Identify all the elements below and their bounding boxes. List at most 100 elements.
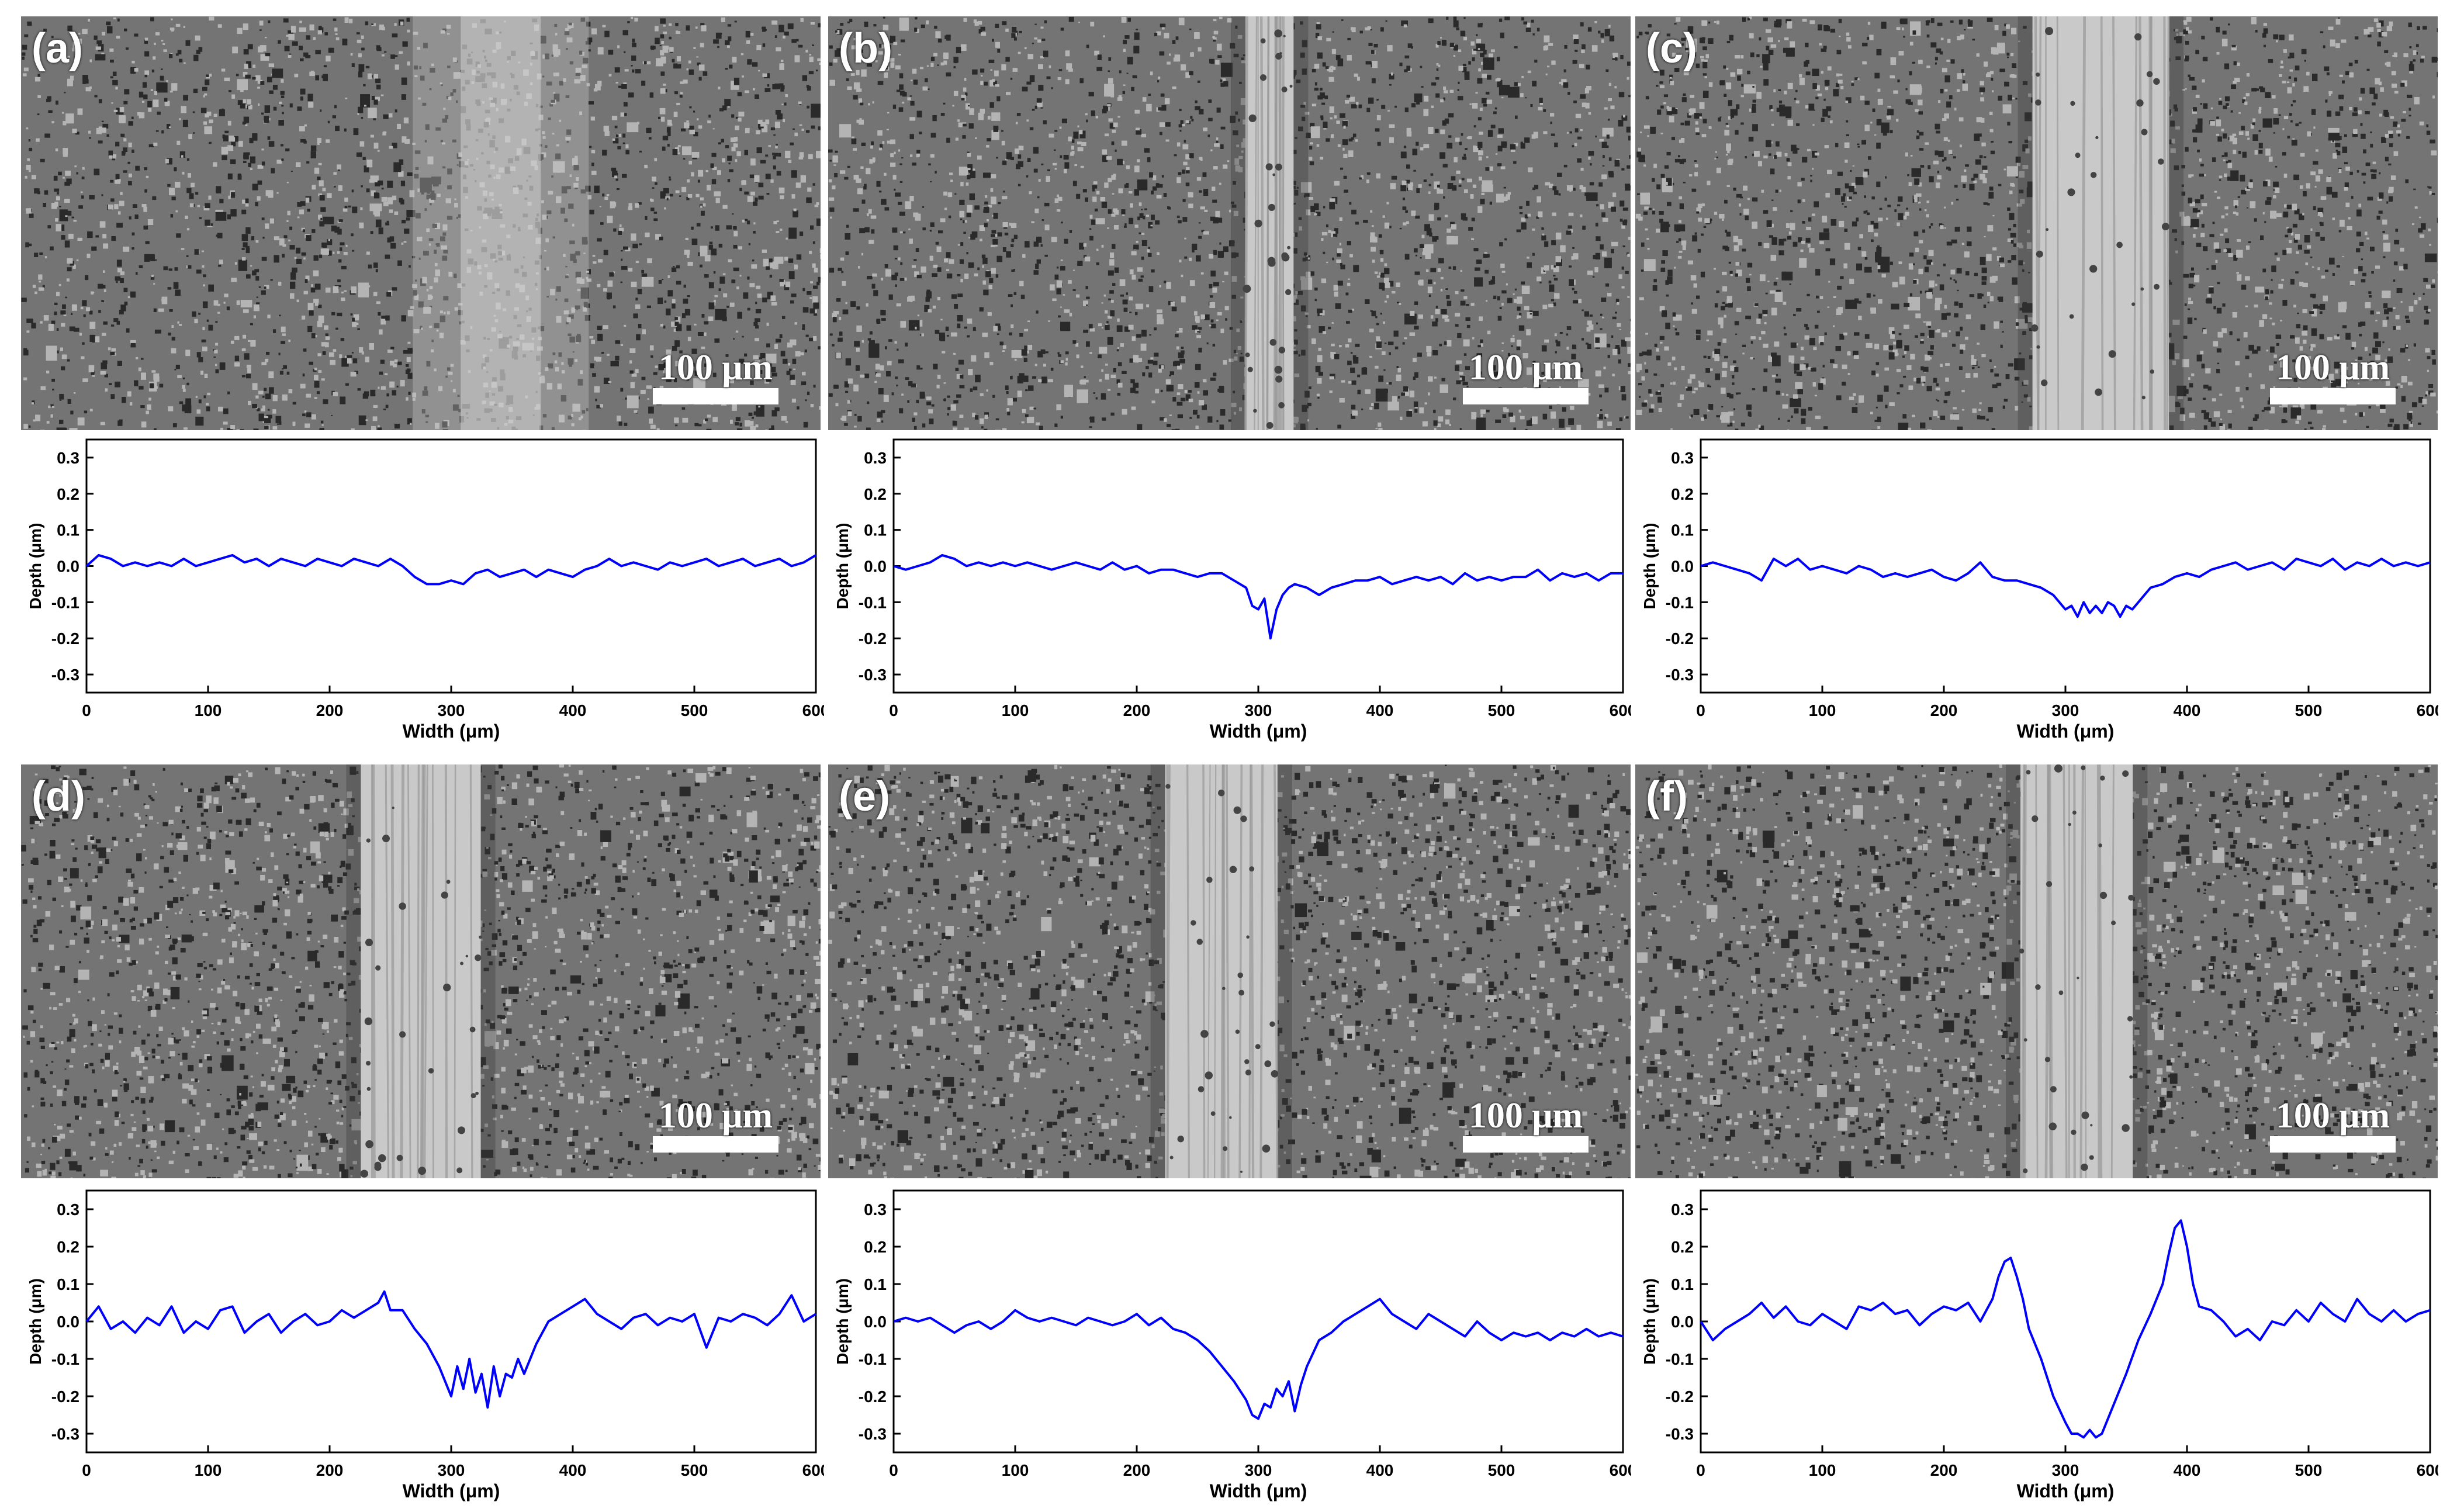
y-axis-label: Depth (μm) (1641, 523, 1659, 610)
chart-b-svg: 0 100 200 300 400 500 600 0.3 0.2 0.1 0.0 -0.1 -0.2 -… (833, 438, 1631, 742)
depth-profile-line (893, 553, 1623, 640)
plot-frame (1700, 1189, 2431, 1454)
y-tick-label: -0.2 (1666, 1388, 1694, 1406)
x-tick-label: 100 (195, 701, 222, 719)
y-tick-label: 0.3 (1671, 449, 1694, 467)
scale-label-b: 100 μm (1468, 348, 1583, 387)
wear-track-scratches (2031, 16, 2170, 430)
micrograph-f: (f) 100 μm (1635, 764, 2438, 1178)
x-tick-label: 500 (681, 701, 708, 719)
y-tick-label: -0.3 (859, 666, 887, 684)
micrograph-d: (d) 100 μm (21, 764, 821, 1178)
x-axis-label: Width (μm) (2017, 721, 2115, 742)
y-tick-label: 0.1 (864, 521, 887, 539)
x-axis-label: Width (μm) (2017, 1480, 2115, 1501)
y-tick-label: -0.2 (51, 1388, 79, 1406)
x-tick-label: 300 (1245, 701, 1272, 719)
scale-bar-e: 100 μm (1463, 1098, 1589, 1153)
x-tick-label: 600 (802, 701, 824, 719)
wear-track (461, 16, 541, 430)
x-tick-label: 300 (438, 1461, 465, 1479)
x-tick-label: 200 (1123, 701, 1151, 719)
scale-bar-c: 100 μm (2270, 350, 2396, 404)
scale-label-a: 100 μm (658, 348, 773, 387)
depth-profile-chart-a: 0 100 200 300 400 500 600 0.3 0.2 0.1 0.0 -0.1 -0.2 -… (18, 433, 824, 748)
y-tick-label: 0.1 (57, 1275, 79, 1293)
depth-profile-chart-e: 0 100 200 300 400 500 600 0.3 0.2 0.1 0.0 -0.1 -0.2 -… (825, 1184, 1631, 1508)
x-tick-label: 200 (1930, 701, 1958, 719)
y-tick-label: -0.2 (1666, 629, 1694, 648)
x-axis-label: Width (μm) (403, 721, 500, 742)
panel-label-e: (e) (839, 773, 890, 820)
x-tick-label: 100 (1002, 701, 1029, 719)
plot-frame (892, 438, 1624, 694)
y-tick-label: 0.0 (864, 1313, 887, 1331)
scale-bar-line-a (653, 388, 778, 404)
scale-bar-f: 100 μm (2270, 1098, 2396, 1153)
scale-label-d: 100 μm (658, 1096, 773, 1136)
y-tick-label: -0.3 (1666, 666, 1694, 684)
y-axis-label: Depth (μm) (833, 523, 852, 610)
x-tick-label: 200 (1930, 1461, 1958, 1479)
panel-label-f: (f) (1646, 773, 1688, 820)
y-tick-label: 0.3 (57, 1200, 79, 1219)
y-tick-label: 0.2 (1671, 485, 1694, 503)
y-tick-label: 0.2 (57, 485, 79, 503)
x-axis-label: Width (μm) (1210, 721, 1307, 742)
scale-label-f: 100 μm (2275, 1096, 2390, 1136)
x-tick-label: 500 (1488, 1461, 1515, 1479)
y-tick-label: 0.0 (1671, 1313, 1694, 1331)
micrograph-a-texture (21, 16, 821, 430)
y-axis-label: Depth (μm) (1641, 1278, 1659, 1365)
depth-profile-chart-c: 0 100 200 300 400 500 600 0.3 0.2 0.1 0.0 -0.1 -0.2 -… (1632, 433, 2438, 748)
y-tick-label: -0.2 (859, 1388, 887, 1406)
y-tick-label: 0.1 (1671, 1275, 1694, 1293)
x-tick-label: 600 (2417, 1461, 2438, 1479)
depth-profile-line (1700, 1219, 2431, 1439)
x-tick-label: 600 (1610, 1461, 1631, 1479)
wear-track-scratches (1165, 764, 1279, 1178)
wear-track (1245, 16, 1294, 430)
x-tick-label: 400 (2174, 701, 2201, 719)
y-tick-label: 0.3 (864, 1200, 887, 1219)
x-tick-label: 100 (1809, 701, 1836, 719)
x-tick-label: 500 (2295, 1461, 2323, 1479)
x-tick-label: 200 (316, 1461, 344, 1479)
x-tick-label: 200 (316, 701, 344, 719)
y-tick-label: 0.3 (57, 449, 79, 467)
y-tick-label: 0.0 (1671, 558, 1694, 576)
wear-track-scratches (2019, 764, 2134, 1178)
y-tick-label: 0.0 (57, 558, 79, 576)
micrograph-b-texture (828, 16, 1631, 430)
y-tick-label: 0.1 (864, 1275, 887, 1293)
x-tick-label: 300 (438, 701, 465, 719)
y-tick-label: 0.1 (1671, 521, 1694, 539)
scale-bar-line-d (653, 1136, 778, 1153)
x-tick-label: 600 (802, 1461, 824, 1479)
x-tick-label: 400 (1366, 1461, 1394, 1479)
x-tick-label: 300 (2052, 1461, 2079, 1479)
depth-profile-line (85, 1290, 817, 1409)
y-tick-label: -0.1 (51, 593, 79, 611)
x-tick-label: 0 (82, 1461, 91, 1479)
x-tick-label: 100 (195, 1461, 222, 1479)
scale-bar-b: 100 μm (1463, 350, 1589, 404)
x-tick-label: 0 (82, 701, 91, 719)
y-tick-label: -0.1 (51, 1350, 79, 1368)
x-tick-label: 500 (1488, 701, 1515, 719)
y-tick-label: -0.1 (859, 1350, 887, 1368)
scale-bar-d: 100 μm (653, 1098, 778, 1153)
depth-profile-chart-d: 0 100 200 300 400 500 600 0.3 0.2 0.1 0.0 -0.1 -0.2 -… (18, 1184, 824, 1508)
x-tick-label: 0 (1696, 701, 1705, 719)
y-tick-label: 0.2 (864, 1238, 887, 1256)
y-tick-label: 0.0 (57, 1313, 79, 1331)
depth-profile-line (1700, 558, 2431, 618)
micrograph-a: (a) 100 μm (21, 16, 821, 430)
y-tick-label: -0.1 (1666, 593, 1694, 611)
scale-bar-line-f (2270, 1136, 2396, 1153)
depth-profile-line (85, 553, 817, 586)
micro-speckle (1635, 764, 2438, 1178)
micro-bg (21, 16, 821, 430)
chart-a-svg: 0 100 200 300 400 500 600 0.3 0.2 0.1 0.0 -0.1 -0.2 -… (26, 438, 824, 742)
scale-label-c: 100 μm (2275, 348, 2390, 387)
